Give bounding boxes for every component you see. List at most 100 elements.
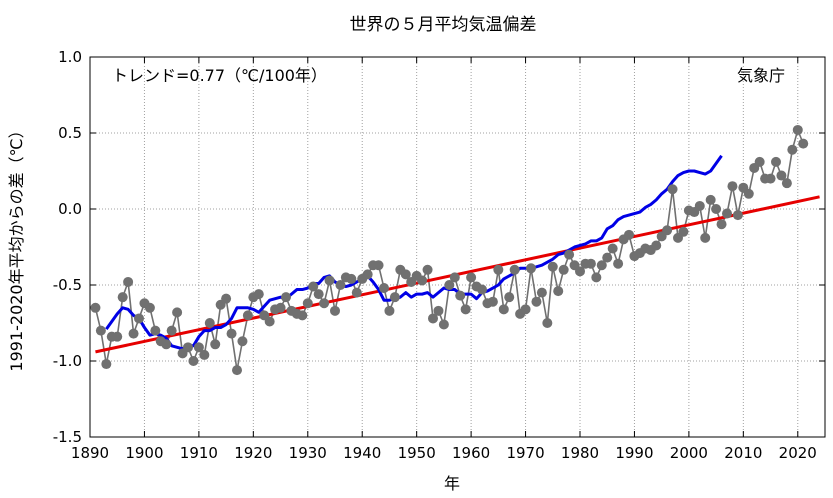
annual-anomaly-point <box>188 356 199 366</box>
annual-anomaly-point <box>520 304 531 315</box>
annual-anomaly-point <box>281 292 291 303</box>
annual-anomaly-point <box>662 225 673 236</box>
annual-anomaly-point <box>210 339 221 350</box>
annual-anomaly-point <box>242 310 253 321</box>
annual-anomaly-point <box>455 290 466 301</box>
y-tick-label: -1.5 <box>53 428 82 446</box>
x-tick-label: 1990 <box>615 444 653 462</box>
annual-anomaly-point <box>792 124 803 135</box>
x-tick-label: 1920 <box>234 444 272 462</box>
x-tick-label: 1980 <box>561 444 599 462</box>
annual-anomaly-point <box>591 272 602 283</box>
annual-anomaly-point <box>90 302 101 313</box>
annual-anomaly-point <box>613 258 624 269</box>
annual-anomaly-point <box>351 287 362 298</box>
annual-anomaly-point <box>389 292 400 303</box>
annual-anomaly-point <box>602 252 613 263</box>
y-tick-label: 0.0 <box>58 200 82 218</box>
annual-anomaly-point <box>95 325 106 336</box>
annual-anomaly-point <box>781 178 792 189</box>
annual-anomaly-point <box>123 276 134 287</box>
annual-anomaly-point <box>417 275 428 286</box>
x-tick-label: 2000 <box>670 444 708 462</box>
x-tick-label: 1940 <box>343 444 381 462</box>
annual-anomaly-point <box>117 292 128 303</box>
y-axis-label: 1991-2020年平均からの差（℃） <box>7 122 26 371</box>
annual-anomaly-point <box>172 307 183 318</box>
annual-anomaly-point <box>493 264 504 275</box>
x-tick-label: 2020 <box>779 444 817 462</box>
chart-title: 世界の５月平均気温偏差 <box>350 15 537 35</box>
x-tick-label: 1910 <box>180 444 218 462</box>
annual-anomaly-point <box>705 194 716 205</box>
annual-anomaly-point <box>498 304 509 315</box>
annual-anomaly-point <box>221 293 232 304</box>
annual-anomaly-point <box>438 319 449 330</box>
x-tick-label: 1900 <box>125 444 163 462</box>
annual-anomaly-point <box>226 328 237 339</box>
annual-anomaly-point <box>678 226 689 237</box>
annual-anomaly-point <box>771 156 781 167</box>
annual-anomaly-point <box>330 305 340 316</box>
annual-anomaly-point <box>694 200 705 211</box>
y-tick-label: 1.0 <box>58 48 82 66</box>
x-tick-label: 1950 <box>398 444 436 462</box>
annual-anomaly-point <box>504 292 515 303</box>
annual-anomaly-point <box>743 188 754 199</box>
annual-anomaly-point <box>161 339 172 350</box>
annual-anomaly-point <box>477 284 487 295</box>
annual-anomaly-point <box>444 280 455 290</box>
x-tick-label: 2010 <box>724 444 762 462</box>
annual-anomaly-point <box>204 318 215 328</box>
annual-anomaly-point <box>531 296 542 307</box>
x-axis-label: 年 <box>444 474 460 493</box>
annual-anomaly-point <box>509 264 520 275</box>
x-tick-label: 1930 <box>289 444 327 462</box>
running-mean-line <box>105 154 723 351</box>
annual-anomaly-point <box>542 318 553 328</box>
annual-anomaly-point <box>607 243 618 254</box>
annual-anomaly-point <box>422 264 433 275</box>
x-tick-label: 1960 <box>452 444 490 462</box>
annual-anomaly-point <box>264 316 275 327</box>
annual-anomaly-point <box>275 302 286 313</box>
annual-anomaly-point <box>487 296 498 307</box>
annual-anomaly-point <box>112 331 123 342</box>
annual-anomaly-point <box>624 229 634 240</box>
data-series <box>90 124 820 376</box>
annual-anomaly-point <box>373 260 384 271</box>
annual-anomaly-point <box>253 289 264 300</box>
annual-anomaly-point <box>526 263 536 274</box>
annual-anomaly-point <box>776 170 787 181</box>
annual-anomaly-point <box>313 289 324 300</box>
annual-anomaly-point <box>787 144 798 155</box>
annual-anomaly-point <box>335 280 346 290</box>
annual-anomaly-point <box>727 181 738 192</box>
annual-anomaly-point <box>433 305 444 316</box>
y-tick-label: -0.5 <box>53 276 82 294</box>
annual-anomaly-point <box>585 258 596 269</box>
annual-anomaly-point <box>732 210 743 221</box>
annual-anomaly-point <box>428 313 438 324</box>
annual-anomaly-point <box>722 208 732 219</box>
annual-anomaly-point <box>575 266 585 277</box>
annual-anomaly-point <box>308 281 319 292</box>
annual-anomaly-point <box>150 325 161 336</box>
annual-anomaly-point <box>460 304 471 315</box>
annual-anomaly-point <box>765 173 776 184</box>
plot-frame <box>89 56 826 438</box>
annual-anomaly-point <box>193 342 204 353</box>
x-tick-label: 1970 <box>506 444 544 462</box>
annual-anomaly-point <box>362 269 373 280</box>
annual-anomaly-point <box>166 325 177 336</box>
annual-anomaly-point <box>128 328 139 339</box>
annual-anomaly-point <box>798 138 809 149</box>
annual-anomaly-point <box>449 272 460 283</box>
annual-anomaly-point <box>547 261 558 272</box>
annual-anomaly-point <box>400 269 411 280</box>
annual-anomaly-point <box>183 342 193 353</box>
annual-anomaly-point <box>297 310 308 321</box>
annual-anomaly-point <box>346 273 357 284</box>
annual-anomaly-point <box>754 156 765 167</box>
y-tick-label: 0.5 <box>58 124 82 142</box>
